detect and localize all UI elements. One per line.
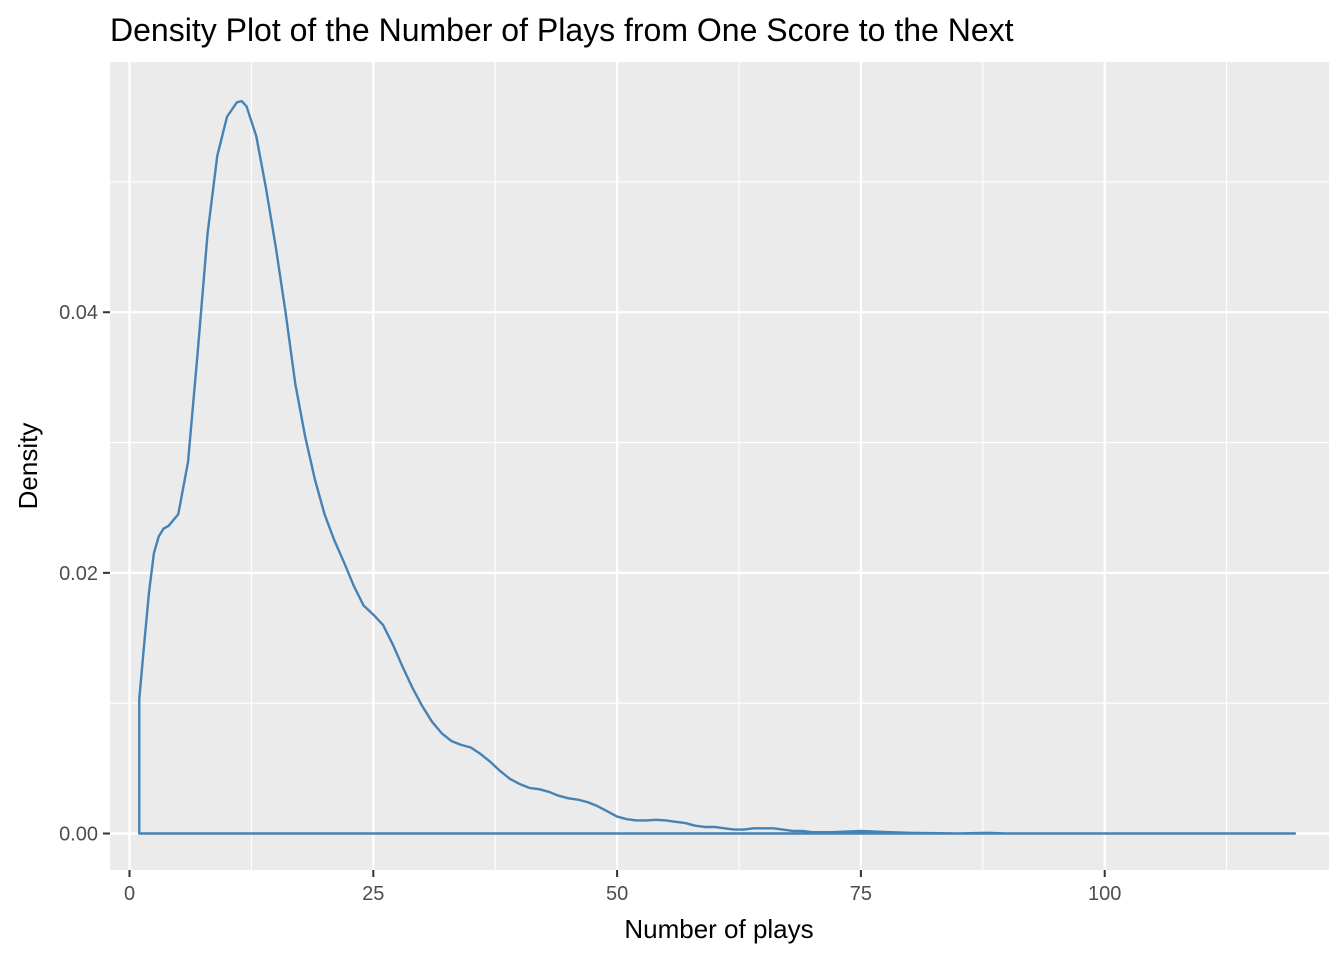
x-tick-label: 75 — [850, 883, 872, 905]
x-axis: 0 25 50 75 100 — [124, 870, 1121, 905]
x-tick-label: 50 — [606, 883, 628, 905]
plot-panel — [110, 62, 1329, 870]
y-axis-title: Density — [13, 423, 43, 510]
density-curve — [138, 99, 1297, 835]
y-tick-label: 0.02 — [59, 563, 98, 585]
x-axis-title: Number of plays — [624, 914, 813, 944]
chart-title: Density Plot of the Number of Plays from… — [110, 12, 1014, 48]
y-tick-label: 0.00 — [59, 824, 98, 846]
x-tick-label: 25 — [362, 883, 384, 905]
y-axis: 0.00 0.02 0.04 — [59, 302, 110, 846]
x-tick-label: 0 — [124, 883, 135, 905]
x-tick-label: 100 — [1088, 883, 1121, 905]
minor-gridlines — [110, 62, 1329, 870]
y-tick-label: 0.04 — [59, 302, 98, 324]
